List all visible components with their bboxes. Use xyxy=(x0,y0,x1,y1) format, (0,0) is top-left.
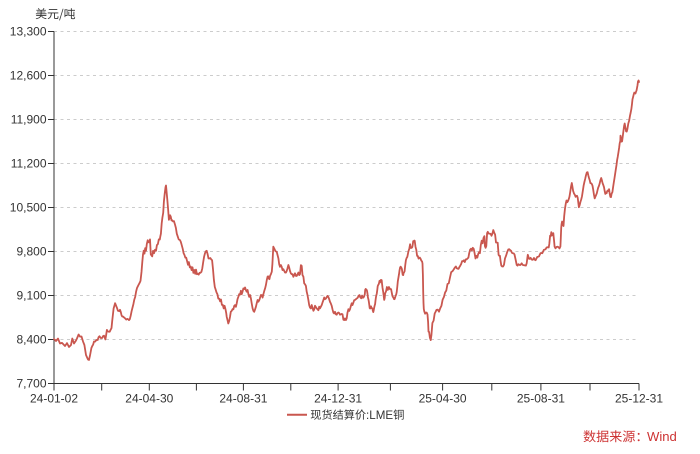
svg-text::LME: :LME xyxy=(366,409,393,422)
svg-text:Wind: Wind xyxy=(647,429,677,444)
svg-text:7,700: 7,700 xyxy=(16,377,46,391)
svg-text:13,300: 13,300 xyxy=(10,25,47,39)
svg-text:9,100: 9,100 xyxy=(16,289,46,303)
svg-text:10,500: 10,500 xyxy=(10,201,47,215)
svg-text:24-12-31: 24-12-31 xyxy=(314,392,362,406)
svg-text:11,200: 11,200 xyxy=(11,157,47,171)
svg-text:9,800: 9,800 xyxy=(16,245,46,259)
svg-text:24-04-30: 24-04-30 xyxy=(125,392,173,406)
svg-text:24-08-31: 24-08-31 xyxy=(219,392,267,406)
svg-text:12,600: 12,600 xyxy=(10,69,47,83)
svg-text:8,400: 8,400 xyxy=(16,333,46,347)
svg-text:25-04-30: 25-04-30 xyxy=(419,392,467,406)
svg-text:25-08-31: 25-08-31 xyxy=(517,392,565,406)
svg-text:25-12-31: 25-12-31 xyxy=(615,392,663,406)
svg-text:24-01-02: 24-01-02 xyxy=(30,392,78,406)
svg-text:11,900: 11,900 xyxy=(11,113,47,127)
